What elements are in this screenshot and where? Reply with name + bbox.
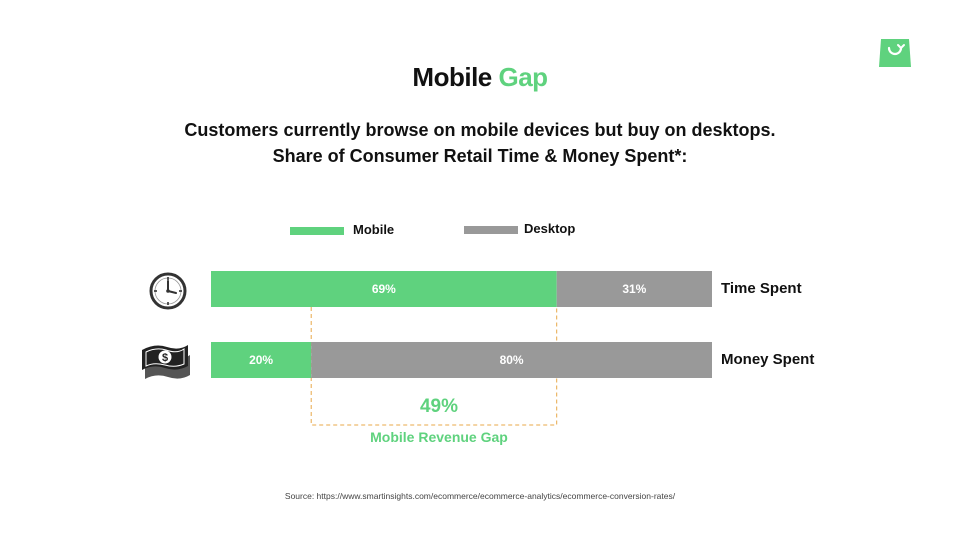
legend-label-desktop: Desktop [524,221,576,236]
legend-label-mobile: Mobile [353,222,395,237]
bar-mobile-time-spent [211,271,557,307]
bar-desktop-money-spent [311,342,712,378]
gap-value: 49% [419,396,459,417]
legend-swatch-desktop [464,226,518,234]
page-title: Mobile Gap [0,62,960,93]
data-label-desktop-money-spent: 80% [500,353,524,367]
bar-mobile-money-spent [211,342,312,378]
legend-swatch-mobile [290,227,344,235]
title-main: Mobile [412,62,492,92]
subtitle: Customers currently browse on mobile dev… [0,117,960,169]
subtitle-line-2: Share of Consumer Retail Time & Money Sp… [272,146,688,166]
gap-label: Mobile Revenue Gap [370,429,508,445]
data-label-desktop-time-spent: 31% [622,282,646,296]
source-note: Source: https://www.smartinsights.com/ec… [284,491,676,501]
money-icon: $ [142,345,190,379]
subtitle-line-1: Customers currently browse on mobile dev… [184,120,776,140]
svg-text:$: $ [162,352,168,364]
shopping-bag-icon [879,39,911,67]
row-label-time-spent: Time Spent [721,280,802,297]
bar-desktop-time-spent [556,271,712,307]
data-label-mobile-money-spent: 20% [249,353,273,367]
row-label-money-spent: Money Spent [721,351,815,368]
clock-icon [149,272,187,310]
data-label-mobile-time-spent: 69% [372,282,396,296]
title-accent: Gap [498,62,549,92]
